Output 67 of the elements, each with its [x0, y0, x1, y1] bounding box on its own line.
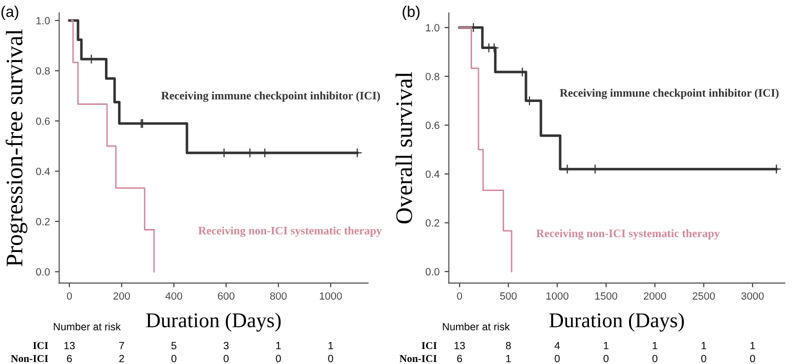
text: 4	[554, 342, 560, 350]
y-tick-label: 0.8	[36, 67, 50, 75]
text: 1	[328, 342, 334, 350]
text: 1	[276, 342, 281, 350]
y-tick-label: 0.4	[426, 170, 440, 178]
x-tick-label: 600	[218, 292, 234, 300]
text: ICI	[33, 342, 48, 350]
series-label: Receiving immune checkpoint inhibitor (ICI)	[161, 91, 380, 102]
y-tick-label: 0.2	[426, 219, 440, 227]
y-axis-title: Progression-free survival	[6, 29, 28, 266]
text: 7	[119, 342, 124, 350]
text: 1	[506, 354, 511, 362]
text: 6	[457, 354, 462, 362]
y-tick-label: 0.0	[426, 268, 440, 276]
text: 0	[276, 354, 281, 362]
text: 0	[328, 354, 334, 362]
x-tick-label: 3000	[741, 292, 764, 300]
text: ICI	[422, 342, 437, 350]
text: 2	[119, 354, 124, 362]
text: 0	[701, 354, 706, 362]
y-tick-label: 1.0	[426, 24, 440, 32]
text: 13	[454, 342, 465, 350]
text: 1	[604, 342, 608, 350]
text: 0	[750, 354, 756, 362]
text: 0	[554, 354, 560, 362]
y-tick-label: 0.2	[36, 218, 50, 226]
x-tick-label: 2500	[692, 292, 715, 300]
x-tick-label: 800	[270, 292, 287, 300]
y-axis-title: Overall survival	[396, 72, 412, 224]
x-tick-label: 1000	[320, 292, 342, 300]
text: Receiving non-ICI systematic therapy	[198, 226, 382, 237]
x-tick-label: 0	[457, 292, 462, 300]
y-tick-label: 0.4	[36, 168, 50, 176]
y-tick-label: 0.8	[426, 72, 440, 80]
text: Non-ICI	[10, 355, 48, 362]
x-tick-label: 400	[165, 292, 182, 300]
text: 0	[224, 354, 229, 362]
text: 6	[67, 354, 72, 362]
y-tick-label: 0.6	[426, 122, 440, 130]
text: Non-ICI	[400, 355, 437, 362]
y-tick-label: 0.6	[36, 117, 50, 125]
x-tick-label: 0	[66, 292, 72, 300]
chart-title: (a)	[1, 6, 18, 20]
y-tick-label: 0.0	[36, 268, 50, 276]
text: Number at risk	[442, 322, 510, 330]
x-axis-title: Duration (Days)	[549, 312, 684, 332]
text: 1	[702, 342, 706, 350]
series-label: Receiving immune checkpoint inhibitor (ICI)	[560, 88, 779, 100]
text: 13	[64, 342, 75, 350]
text: Receiving non-ICI systematic therapy	[536, 229, 720, 240]
y-tick-label: 1.0	[36, 16, 50, 24]
x-tick-label: 1500	[595, 292, 618, 300]
x-tick-label: 2000	[644, 292, 666, 300]
text: 1	[750, 342, 755, 350]
x-tick-label: 500	[500, 292, 517, 300]
chart-title: (b)	[402, 6, 420, 20]
x-tick-label: 1000	[546, 292, 568, 300]
x-tick-label: 200	[113, 292, 130, 300]
text: 5	[171, 342, 176, 350]
text: 0	[171, 354, 176, 362]
x-axis-title: Duration (Days)	[146, 312, 281, 332]
text: 1	[652, 342, 658, 350]
text: Number at risk	[54, 322, 121, 330]
text: 3	[224, 342, 229, 350]
text: 8	[506, 342, 511, 350]
text: 0	[604, 354, 609, 362]
text: 0	[652, 354, 658, 362]
